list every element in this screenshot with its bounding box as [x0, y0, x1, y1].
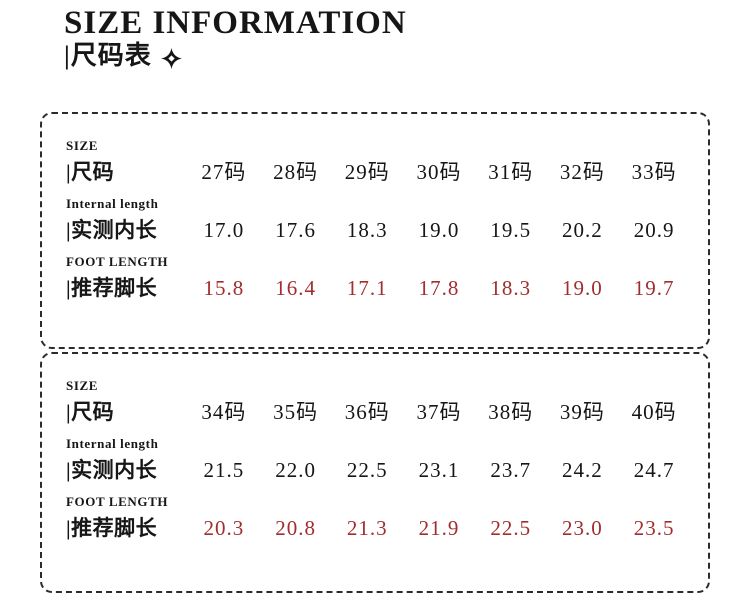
internal-length-cell: 24.7: [633, 458, 675, 483]
foot-length-cell: 19.0: [562, 276, 603, 301]
internal-length-row: |实测内长 17.0 17.6 18.3 19.0 19.5 20.2 20.9: [66, 218, 690, 243]
page-subtitle-line: |尺码表: [64, 42, 407, 71]
foot-length-cell: 18.3: [490, 276, 532, 301]
size-table-box-1: SIZE |尺码 27码 28码 29码 30码 31码 32码 33码 Int…: [40, 112, 710, 349]
foot-length-row-group: FOOT LENGTH |推荐脚长 20.3 20.8 21.3 21.9 22…: [66, 494, 690, 541]
size-label-zh: |尺码: [66, 160, 115, 184]
foot-length-cell: 20.8: [275, 516, 316, 541]
size-row: |尺码 27码 28码 29码 30码 31码 32码 33码: [66, 160, 690, 185]
foot-length-cell: 16.4: [275, 276, 316, 301]
page-subtitle: |尺码表: [64, 41, 152, 71]
page-title: SIZE INFORMATION: [64, 5, 407, 41]
size-label-zh: |尺码: [66, 400, 115, 424]
internal-length-cell: 17.6: [275, 218, 316, 243]
size-cell: 28码: [273, 160, 319, 184]
internal-length-row-group: Internal length |实测内长 17.0 17.6 18.3 19.…: [66, 196, 690, 243]
size-cell: 29码: [344, 160, 390, 184]
internal-length-row: |实测内长 21.5 22.0 22.5 23.1 23.7 24.2 24.7: [66, 458, 690, 483]
foot-length-cell: 19.7: [633, 276, 675, 301]
size-label-en: SIZE: [66, 378, 99, 393]
size-row-group: SIZE |尺码 27码 28码 29码 30码 31码 32码 33码: [66, 138, 690, 185]
size-label-en: SIZE: [66, 138, 99, 153]
size-cell: 37码: [416, 400, 462, 424]
foot-length-cell: 21.3: [346, 516, 388, 541]
foot-length-label-zh: |推荐脚长: [66, 516, 158, 541]
foot-length-label-zh: |推荐脚长: [66, 276, 158, 301]
size-row: |尺码 34码 35码 36码 37码 38码 39码 40码: [66, 400, 690, 425]
foot-length-label-en: FOOT LENGTH: [66, 254, 169, 270]
internal-length-label-en: Internal length: [66, 196, 159, 212]
internal-length-label-en: Internal length: [66, 436, 159, 452]
size-row-group: SIZE |尺码 34码 35码 36码 37码 38码 39码 40码: [66, 378, 690, 425]
internal-length-label-zh: |实测内长: [66, 218, 158, 243]
internal-length-cell: 19.5: [490, 218, 532, 243]
internal-length-row-group: Internal length |实测内长 21.5 22.0 22.5 23.…: [66, 436, 690, 483]
foot-length-cell: 22.5: [490, 516, 532, 541]
size-cell: 33码: [631, 160, 677, 184]
size-cell: 35码: [273, 400, 319, 424]
internal-length-cell: 20.2: [562, 218, 603, 243]
internal-length-cell: 19.0: [418, 218, 460, 243]
internal-length-cell: 17.0: [203, 218, 245, 243]
internal-length-cell: 23.7: [490, 458, 532, 483]
internal-length-label-zh: |实测内长: [66, 458, 158, 483]
foot-length-cell: 23.5: [633, 516, 675, 541]
internal-length-cell: 18.3: [346, 218, 388, 243]
foot-length-cell: 20.3: [203, 516, 245, 541]
internal-length-cell: 22.5: [346, 458, 388, 483]
foot-length-label-en: FOOT LENGTH: [66, 494, 169, 510]
foot-length-row: |推荐脚长 20.3 20.8 21.3 21.9 22.5 23.0 23.5: [66, 516, 690, 541]
internal-length-cell: 24.2: [562, 458, 603, 483]
foot-length-cell: 17.8: [418, 276, 460, 301]
size-cell: 30码: [416, 160, 462, 184]
size-cell: 39码: [559, 400, 605, 424]
foot-length-cell: 21.9: [418, 516, 460, 541]
internal-length-cell: 20.9: [633, 218, 675, 243]
internal-length-cell: 21.5: [203, 458, 245, 483]
size-cell: 27码: [201, 160, 247, 184]
foot-length-cell: 23.0: [562, 516, 603, 541]
internal-length-cell: 22.0: [275, 458, 316, 483]
size-cell: 34码: [201, 400, 247, 424]
size-table-box-2: SIZE |尺码 34码 35码 36码 37码 38码 39码 40码 Int…: [40, 352, 710, 593]
size-cell: 38码: [488, 400, 534, 424]
four-pointed-star-icon: [160, 47, 182, 69]
foot-length-cell: 15.8: [203, 276, 245, 301]
size-cell: 36码: [344, 400, 390, 424]
foot-length-row: |推荐脚长 15.8 16.4 17.1 17.8 18.3 19.0 19.7: [66, 276, 690, 301]
size-cell: 32码: [559, 160, 605, 184]
foot-length-row-group: FOOT LENGTH |推荐脚长 15.8 16.4 17.1 17.8 18…: [66, 254, 690, 301]
foot-length-cell: 17.1: [346, 276, 388, 301]
page-header: SIZE INFORMATION |尺码表: [64, 5, 407, 71]
size-cell: 40码: [631, 400, 677, 424]
internal-length-cell: 23.1: [418, 458, 460, 483]
size-cell: 31码: [488, 160, 534, 184]
